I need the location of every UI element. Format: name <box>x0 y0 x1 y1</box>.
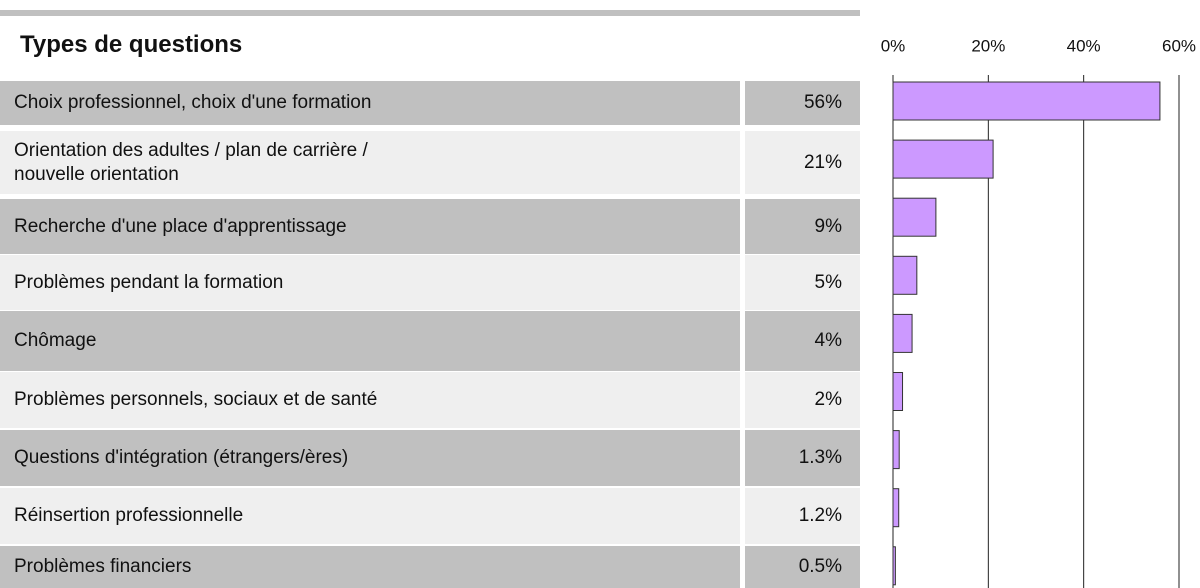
x-tick-label: 0% <box>881 36 906 55</box>
row-label: Recherche d'une place d'apprentissage <box>0 199 740 254</box>
row-value: 56% <box>745 81 860 125</box>
row-value: 1.3% <box>745 430 860 486</box>
x-tick-label: 40% <box>1067 36 1101 55</box>
row-label: Choix professionnel, choix d'une formati… <box>0 81 740 125</box>
row-label: Problèmes personnels, sociaux et de sant… <box>0 372 740 428</box>
header-bar <box>0 10 860 16</box>
row-label: Problèmes pendant la formation <box>0 255 740 310</box>
row-label: Orientation des adultes / plan de carriè… <box>0 131 740 194</box>
bar <box>892 81 1161 121</box>
row-label: Chômage <box>0 311 740 371</box>
row-value: 1.2% <box>745 488 860 544</box>
bar <box>892 197 937 237</box>
row-value: 21% <box>745 131 860 194</box>
row-value: 0.5% <box>745 546 860 588</box>
bar <box>892 313 913 353</box>
x-tick-label: 60% <box>1162 36 1196 55</box>
row-value: 2% <box>745 372 860 428</box>
row-label: Problèmes financiers <box>0 546 740 588</box>
bar <box>892 372 904 411</box>
bar <box>892 430 900 470</box>
row-value: 5% <box>745 255 860 310</box>
bar <box>892 139 994 179</box>
title: Types de questions <box>20 31 243 58</box>
bar <box>892 255 918 295</box>
row-value: 9% <box>745 199 860 254</box>
row-label: Questions d'intégration (étrangers/ères) <box>0 430 740 486</box>
bar <box>892 488 900 528</box>
bar <box>892 546 896 586</box>
row-label: Réinsertion professionnelle <box>0 488 740 544</box>
x-tick-label: 20% <box>971 36 1005 55</box>
row-value: 4% <box>745 311 860 371</box>
